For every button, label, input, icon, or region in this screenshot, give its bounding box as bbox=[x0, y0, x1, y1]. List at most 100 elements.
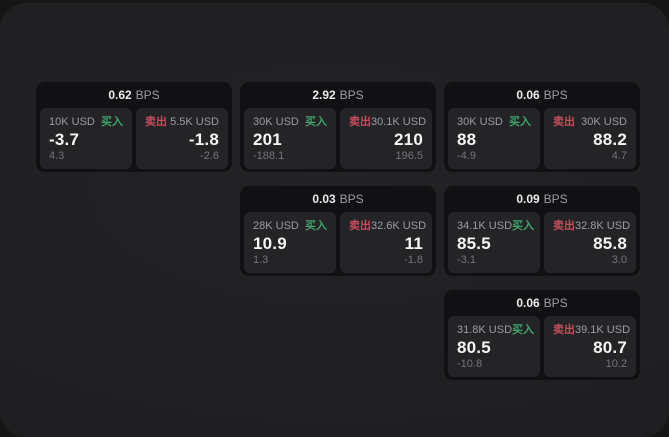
buy-price: -3.7 bbox=[49, 130, 80, 149]
buy-side-label: 买入 bbox=[512, 324, 535, 336]
sell-size-label: 5.5K USD bbox=[170, 116, 219, 128]
buy-side-label: 买入 bbox=[509, 116, 531, 128]
buy-sub-value: -3.1 bbox=[457, 254, 476, 266]
sell-price: -1.8 bbox=[188, 130, 219, 149]
buy-panel-header: 31.8K USD 买入 bbox=[457, 324, 535, 337]
buy-sub-value: 1.3 bbox=[253, 254, 269, 266]
sell-sub-value: -2.6 bbox=[200, 150, 219, 162]
buy-price: 201 bbox=[253, 130, 282, 149]
buy-price: 88 bbox=[457, 130, 477, 149]
spread-value: 0.06 bbox=[516, 88, 540, 102]
sell-side-label: 卖出 bbox=[349, 220, 371, 232]
sell-size-label: 39.1K USD bbox=[575, 324, 631, 336]
app-window: 0.62 BPS 10K USD 买入 -3.7 4.3 卖出 5.5K USD… bbox=[0, 3, 669, 437]
sell-panel-header: 卖出 30.1K USD bbox=[349, 116, 427, 129]
spread-value: 0.03 bbox=[312, 192, 336, 206]
sell-side-label: 卖出 bbox=[349, 116, 371, 128]
buy-panel[interactable]: 30K USD 买入 88 -4.9 bbox=[448, 108, 540, 169]
buy-panel-header: 34.1K USD 买入 bbox=[457, 220, 535, 233]
sell-panel-header: 卖出 30K USD bbox=[553, 116, 627, 129]
sell-side-label: 卖出 bbox=[553, 324, 575, 336]
sell-side-label: 卖出 bbox=[553, 116, 575, 128]
card-header: 0.06 BPS bbox=[444, 82, 640, 105]
card-body: 10K USD 买入 -3.7 4.3 卖出 5.5K USD -1.8 -2.… bbox=[36, 105, 232, 172]
spread-unit: BPS bbox=[135, 88, 160, 102]
card-header: 2.92 BPS bbox=[240, 82, 436, 105]
buy-panel[interactable]: 34.1K USD 买入 85.5 -3.1 bbox=[448, 212, 540, 273]
sell-size-label: 30.1K USD bbox=[371, 116, 427, 128]
card-header: 0.62 BPS bbox=[36, 82, 232, 105]
sell-panel[interactable]: 卖出 5.5K USD -1.8 -2.6 bbox=[136, 108, 228, 169]
spread-unit: BPS bbox=[339, 192, 364, 206]
card-body: 34.1K USD 买入 85.5 -3.1 卖出 32.8K USD 85.8… bbox=[444, 209, 640, 276]
buy-panel[interactable]: 31.8K USD 买入 80.5 -10.8 bbox=[448, 316, 540, 377]
quote-card[interactable]: 0.09 BPS 34.1K USD 买入 85.5 -3.1 卖出 32.8K… bbox=[444, 186, 640, 276]
buy-panel-header: 28K USD 买入 bbox=[253, 220, 327, 233]
spread-unit: BPS bbox=[543, 296, 568, 310]
sell-sub-value: -1.8 bbox=[404, 254, 423, 266]
quote-card[interactable]: 0.03 BPS 28K USD 买入 10.9 1.3 卖出 32.6K US… bbox=[240, 186, 436, 276]
card-body: 30K USD 买入 88 -4.9 卖出 30K USD 88.2 4.7 bbox=[444, 105, 640, 172]
sell-panel-header: 卖出 32.6K USD bbox=[349, 220, 427, 233]
sell-panel[interactable]: 卖出 30K USD 88.2 4.7 bbox=[544, 108, 636, 169]
sell-size-label: 30K USD bbox=[581, 116, 627, 128]
quote-card[interactable]: 0.62 BPS 10K USD 买入 -3.7 4.3 卖出 5.5K USD… bbox=[36, 82, 232, 172]
sell-panel[interactable]: 卖出 32.6K USD 11 -1.8 bbox=[340, 212, 432, 273]
buy-side-label: 买入 bbox=[512, 220, 535, 232]
sell-panel-header: 卖出 39.1K USD bbox=[553, 324, 631, 337]
buy-size-label: 34.1K USD bbox=[457, 220, 513, 232]
sell-side-label: 卖出 bbox=[145, 116, 167, 128]
card-header: 0.09 BPS bbox=[444, 186, 640, 209]
quote-card[interactable]: 0.06 BPS 30K USD 买入 88 -4.9 卖出 30K USD 8… bbox=[444, 82, 640, 172]
buy-size-label: 10K USD bbox=[49, 116, 95, 128]
quote-card[interactable]: 2.92 BPS 30K USD 买入 201 -188.1 卖出 30.1K … bbox=[240, 82, 436, 172]
sell-size-label: 32.6K USD bbox=[371, 220, 427, 232]
sell-price: 85.8 bbox=[593, 234, 627, 253]
card-body: 30K USD 买入 201 -188.1 卖出 30.1K USD 210 1… bbox=[240, 105, 436, 172]
spread-unit: BPS bbox=[543, 192, 568, 206]
buy-side-label: 买入 bbox=[101, 116, 123, 128]
sell-panel-header: 卖出 5.5K USD bbox=[145, 116, 219, 129]
spread-value: 2.92 bbox=[312, 88, 336, 102]
buy-panel[interactable]: 10K USD 买入 -3.7 4.3 bbox=[40, 108, 132, 169]
spread-value: 0.62 bbox=[108, 88, 132, 102]
buy-panel-header: 30K USD 买入 bbox=[253, 116, 327, 129]
card-body: 28K USD 买入 10.9 1.3 卖出 32.6K USD 11 -1.8 bbox=[240, 209, 436, 276]
card-body: 31.8K USD 买入 80.5 -10.8 卖出 39.1K USD 80.… bbox=[444, 313, 640, 380]
buy-size-label: 30K USD bbox=[253, 116, 299, 128]
buy-panel[interactable]: 28K USD 买入 10.9 1.3 bbox=[244, 212, 336, 273]
spread-value: 0.09 bbox=[516, 192, 540, 206]
buy-side-label: 买入 bbox=[305, 116, 327, 128]
spread-value: 0.06 bbox=[516, 296, 540, 310]
sell-price: 11 bbox=[404, 234, 423, 253]
sell-price: 88.2 bbox=[593, 130, 627, 149]
sell-sub-value: 196.5 bbox=[395, 150, 423, 162]
sell-panel[interactable]: 卖出 39.1K USD 80.7 10.2 bbox=[544, 316, 636, 377]
buy-price: 85.5 bbox=[457, 234, 491, 253]
card-header: 0.03 BPS bbox=[240, 186, 436, 209]
buy-size-label: 28K USD bbox=[253, 220, 299, 232]
quote-card[interactable]: 0.06 BPS 31.8K USD 买入 80.5 -10.8 卖出 39.1… bbox=[444, 290, 640, 380]
spread-unit: BPS bbox=[543, 88, 568, 102]
buy-panel-header: 10K USD 买入 bbox=[49, 116, 123, 129]
buy-sub-value: -4.9 bbox=[457, 150, 476, 162]
buy-sub-value: -10.8 bbox=[457, 358, 483, 370]
sell-price: 80.7 bbox=[593, 338, 627, 357]
sell-side-label: 卖出 bbox=[553, 220, 575, 232]
buy-side-label: 买入 bbox=[305, 220, 327, 232]
buy-size-label: 30K USD bbox=[457, 116, 503, 128]
card-header: 0.06 BPS bbox=[444, 290, 640, 313]
buy-panel-header: 30K USD 买入 bbox=[457, 116, 531, 129]
buy-price: 10.9 bbox=[253, 234, 287, 253]
buy-size-label: 31.8K USD bbox=[457, 324, 513, 336]
sell-sub-value: 4.7 bbox=[611, 150, 627, 162]
sell-sub-value: 10.2 bbox=[605, 358, 627, 370]
buy-price: 80.5 bbox=[457, 338, 491, 357]
sell-panel[interactable]: 卖出 30.1K USD 210 196.5 bbox=[340, 108, 432, 169]
buy-sub-value: -188.1 bbox=[253, 150, 285, 162]
sell-panel[interactable]: 卖出 32.8K USD 85.8 3.0 bbox=[544, 212, 636, 273]
sell-panel-header: 卖出 32.8K USD bbox=[553, 220, 630, 233]
buy-sub-value: 4.3 bbox=[49, 150, 65, 162]
sell-price: 210 bbox=[394, 130, 423, 149]
buy-panel[interactable]: 30K USD 买入 201 -188.1 bbox=[244, 108, 336, 169]
